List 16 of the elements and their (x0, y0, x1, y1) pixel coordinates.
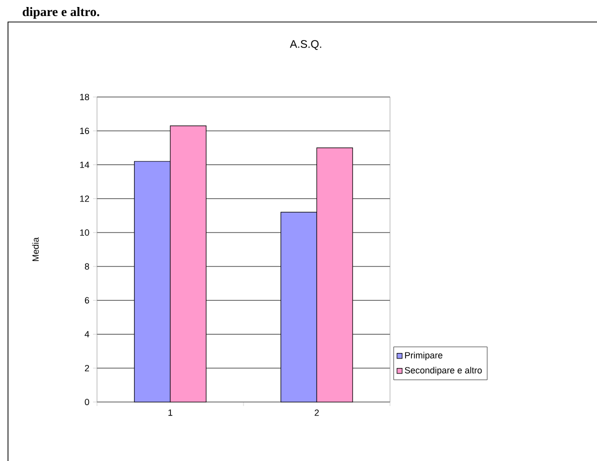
y-tick-label: 4 (84, 331, 90, 338)
y-tick-label: 6 (84, 297, 90, 304)
y-tick-label: 16 (80, 128, 90, 134)
y-tick-label: 14 (80, 162, 90, 168)
y-tick-label: 0 (84, 398, 90, 406)
y-tick-label: 10 (80, 229, 90, 236)
chart-title: A.S.Q. (290, 40, 322, 50)
text: dipare e altro. (22, 7, 100, 19)
legend-label: Secondipare e altro (404, 366, 482, 376)
x-tick-label: 1 (168, 410, 172, 416)
legend-label: Primipare (405, 352, 442, 360)
y-tick-label: 8 (84, 263, 90, 270)
y-axis-title: Media (32, 237, 39, 261)
y-tick-label: 12 (80, 196, 90, 202)
y-tick-label: 2 (84, 364, 90, 372)
y-tick-label: 18 (80, 94, 90, 100)
